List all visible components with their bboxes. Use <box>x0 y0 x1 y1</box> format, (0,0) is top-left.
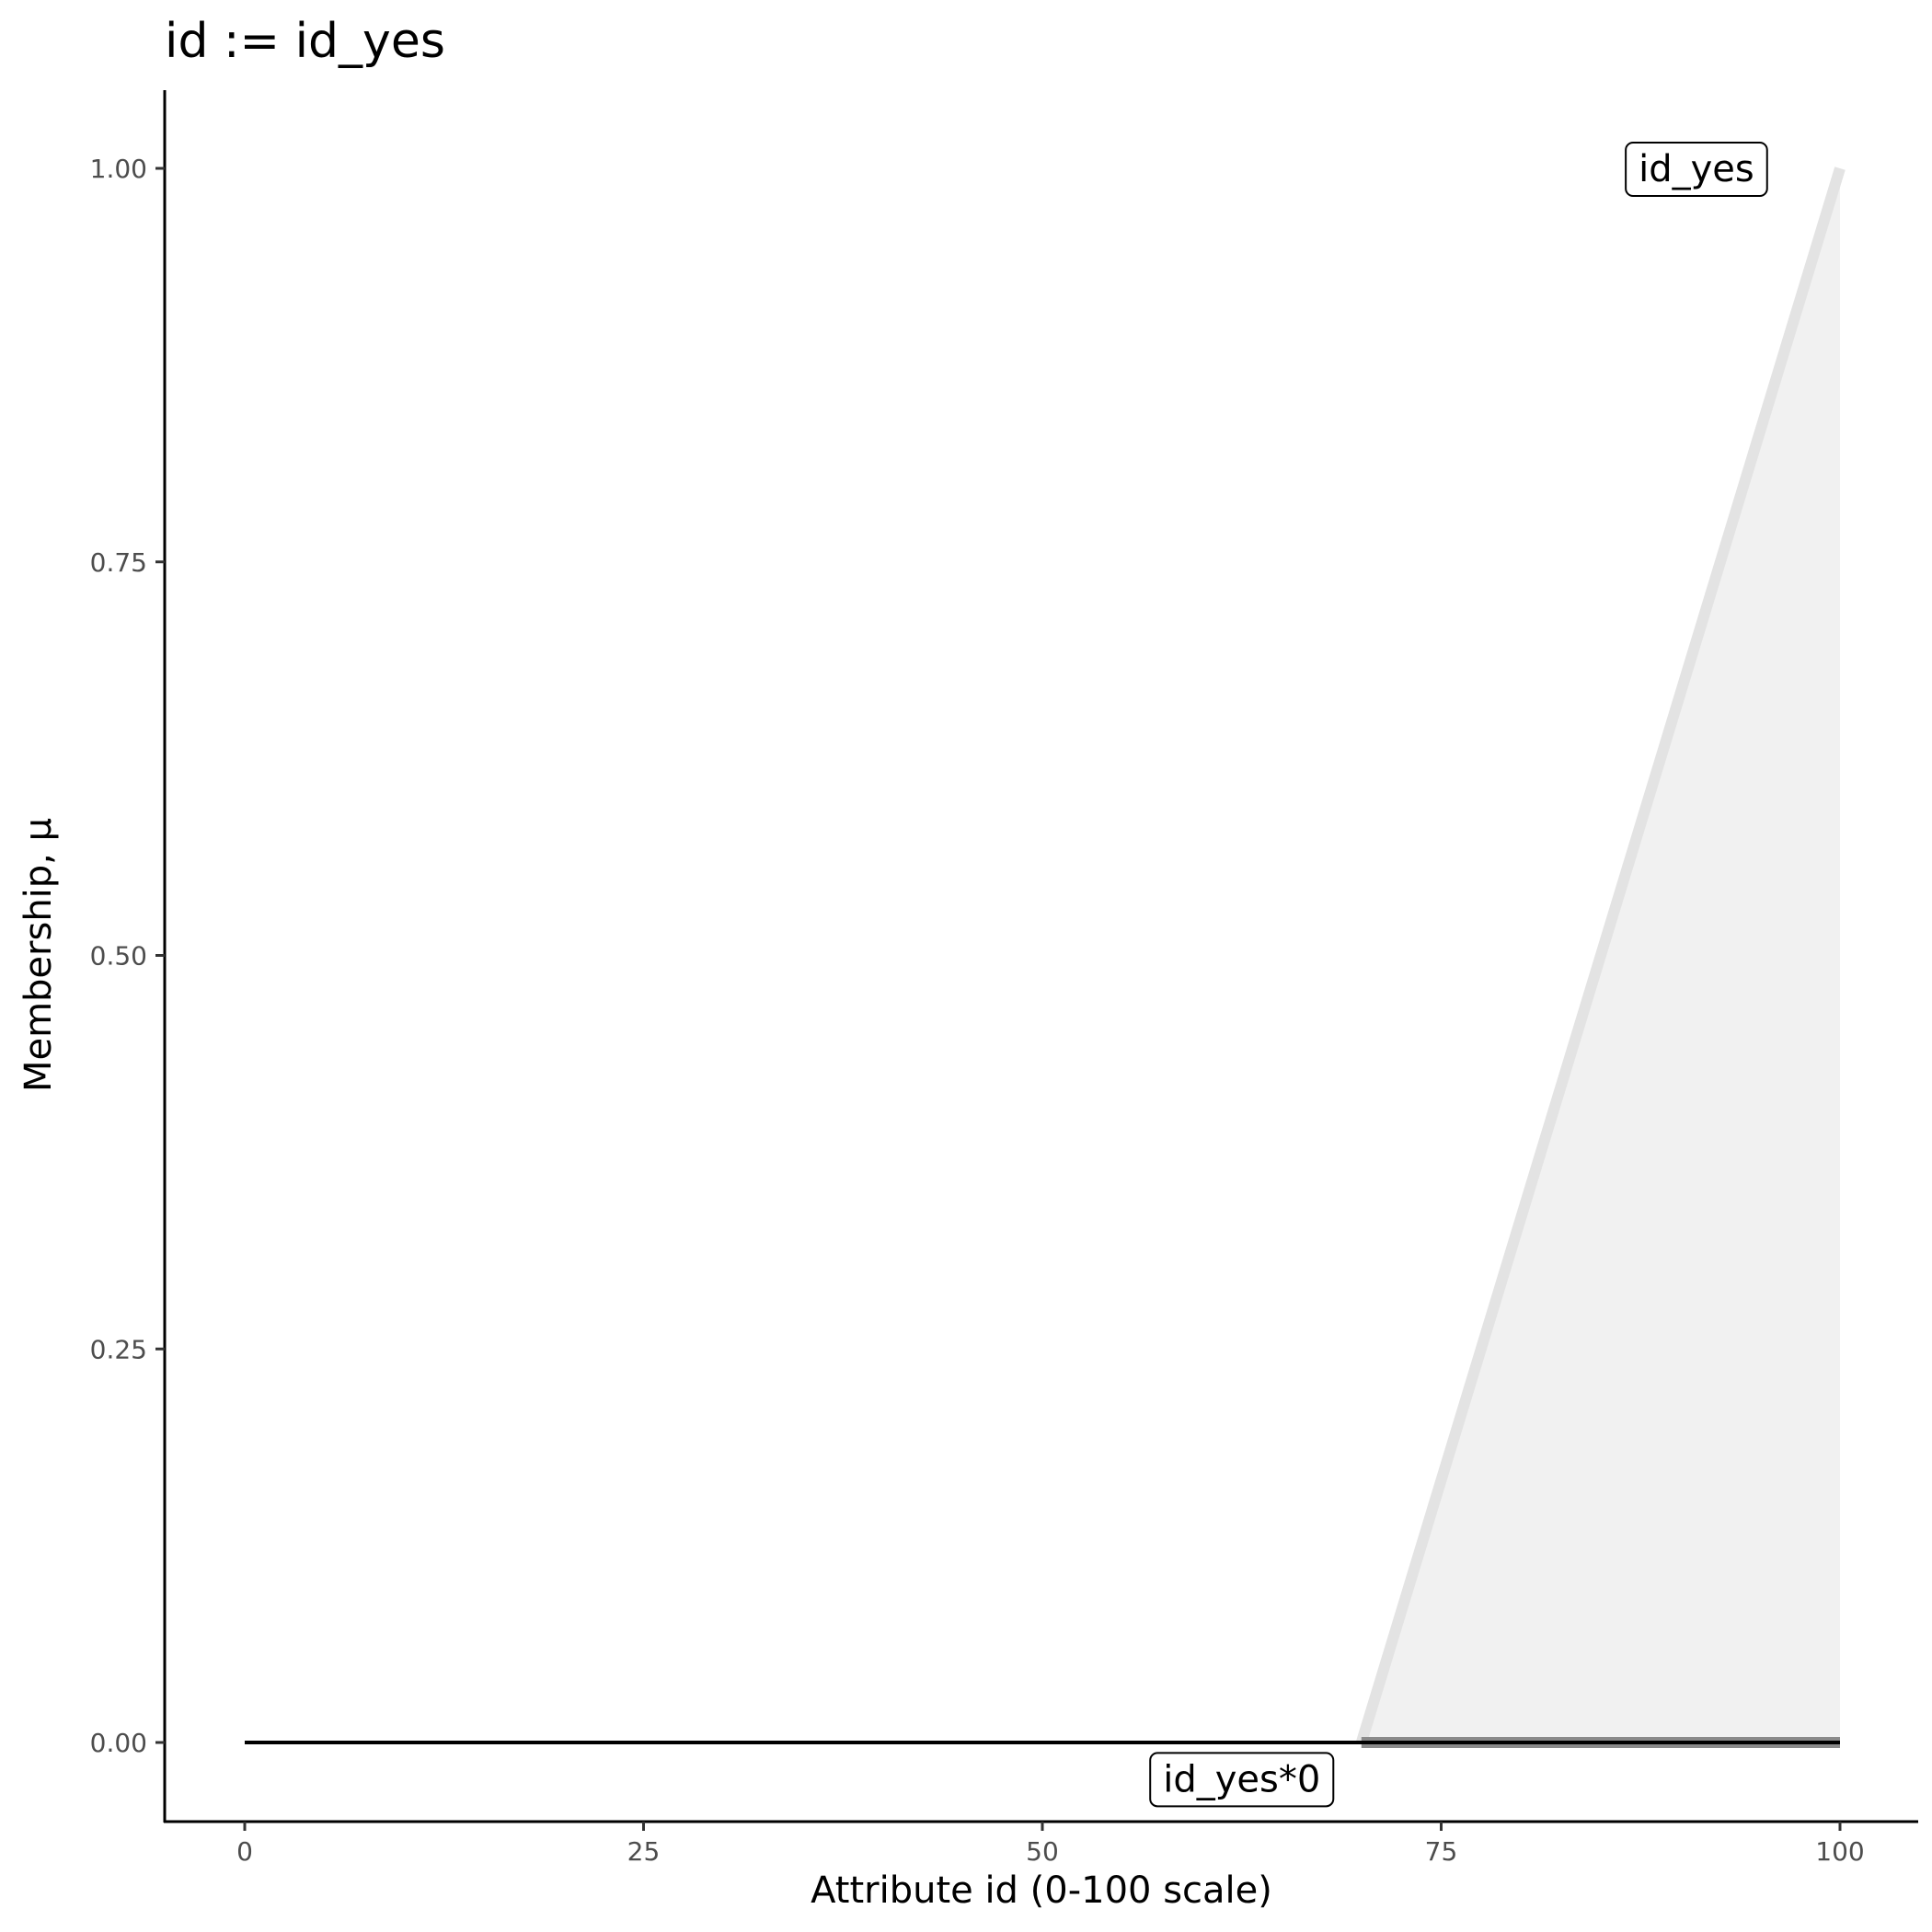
axis-ticks: 0 25 50 75 100 0.00 0.25 0.50 0.75 1.00 <box>90 154 1865 1867</box>
x-tick-label: 0 <box>236 1836 253 1867</box>
x-axis-title: Attribute id (0-100 scale) <box>811 1869 1272 1912</box>
y-tick-label: 0.00 <box>90 1728 147 1758</box>
series-label-text: id_yes <box>1639 148 1754 190</box>
series-label-box <box>1149 1752 1335 1808</box>
x-tick-label: 25 <box>627 1836 661 1867</box>
y-tick-label: 1.00 <box>90 154 147 184</box>
x-tick-label: 50 <box>1026 1836 1059 1867</box>
series-label-text: id_yes*0 <box>1163 1758 1320 1800</box>
x-tick-label: 100 <box>1815 1836 1864 1867</box>
x-tick-label: 75 <box>1425 1836 1458 1867</box>
y-tick-label: 0.75 <box>90 547 147 578</box>
y-tick-label: 0.25 <box>90 1334 147 1364</box>
id-yes-line <box>1356 167 1846 1744</box>
y-axis-title: Membership, μ <box>17 818 60 1092</box>
chart-title: id := id_yes <box>165 14 445 69</box>
series-label: id_yes <box>1625 142 1768 197</box>
series-label-box <box>1625 142 1768 197</box>
series-label: id_yes*0 <box>1149 1752 1335 1808</box>
y-tick-label: 0.50 <box>90 941 147 972</box>
plot-area: id_yes id_yes*0 <box>245 142 1846 1808</box>
